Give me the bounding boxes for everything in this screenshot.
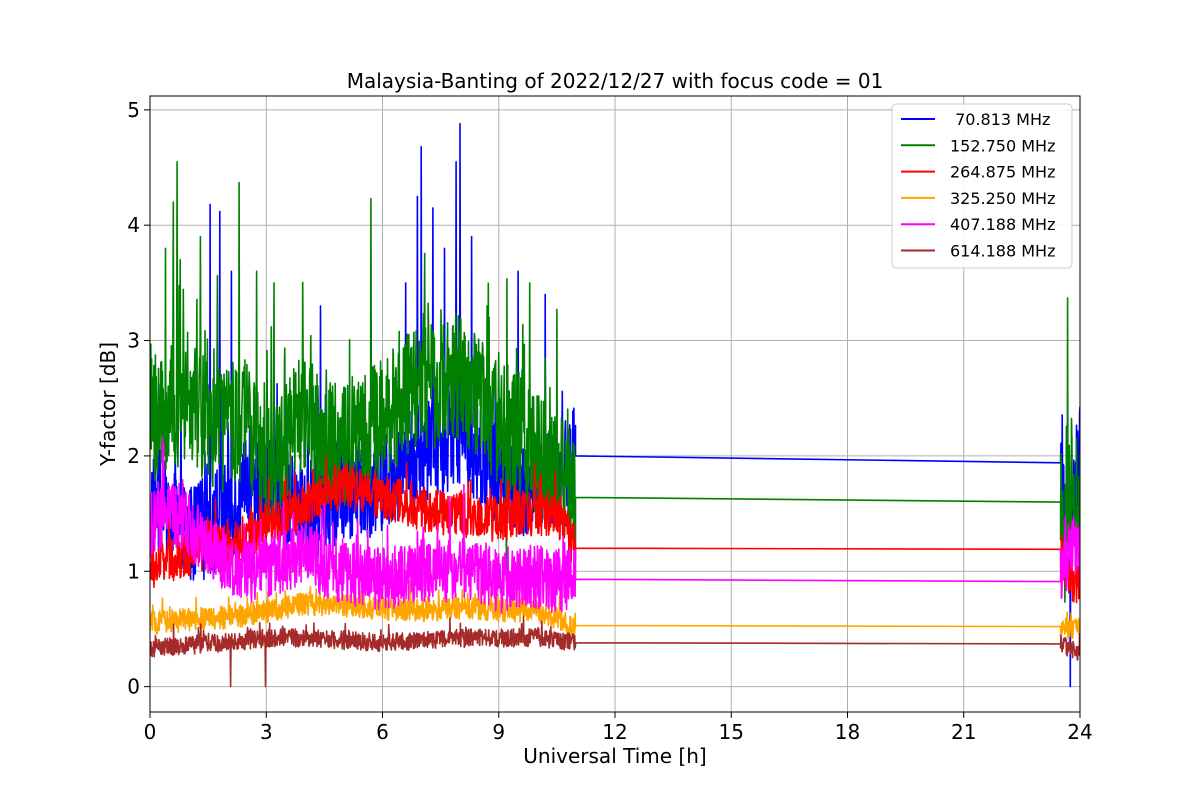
y-axis-ticks: 0 1 2 3 4 5	[127, 98, 150, 699]
y-axis-label: Y-factor [dB]	[96, 342, 120, 467]
y-tick-label: 5	[127, 98, 140, 122]
legend-box	[891, 103, 1073, 269]
x-tick-label: 12	[602, 720, 627, 744]
y-tick-label: 0	[127, 675, 140, 699]
legend-label: 325.250 MHz	[950, 189, 1055, 208]
series-line-2	[150, 455, 1080, 604]
x-tick-label: 24	[1067, 720, 1092, 744]
x-tick-label: 18	[835, 720, 860, 744]
y-tick-label: 3	[127, 329, 140, 353]
series-line-0	[150, 122, 1080, 688]
x-tick-label: 21	[951, 720, 976, 744]
x-tick-label: 6	[376, 720, 389, 744]
x-tick-label: 0	[144, 720, 157, 744]
y-tick-label: 1	[127, 559, 140, 583]
x-axis-label: Universal Time [h]	[523, 744, 706, 768]
legend-label: 264.875 MHz	[950, 163, 1055, 182]
x-tick-label: 3	[260, 720, 273, 744]
legend-label: 614.188 MHz	[950, 242, 1055, 261]
series-line-4	[150, 436, 1080, 614]
x-axis-ticks: 0 3 6 9 12 15 18 21 24	[144, 712, 1093, 744]
legend-label: 152.750 MHz	[950, 136, 1055, 155]
y-tick-label: 4	[127, 213, 140, 237]
x-tick-label: 9	[492, 720, 505, 744]
y-tick-label: 2	[127, 444, 140, 468]
legend-label: 407.188 MHz	[950, 215, 1055, 234]
series-line-1	[150, 161, 1080, 603]
legend: 70.813 MHz 152.750 MHz 264.875 MHz 325.250 …	[891, 103, 1073, 269]
legend-label: 70.813 MHz	[950, 110, 1050, 129]
chart-title: Malaysia-Banting of 2022/12/27 with focu…	[347, 69, 884, 93]
series-line-5	[150, 615, 1080, 688]
series-layer	[150, 122, 1080, 688]
x-tick-label: 15	[719, 720, 744, 744]
